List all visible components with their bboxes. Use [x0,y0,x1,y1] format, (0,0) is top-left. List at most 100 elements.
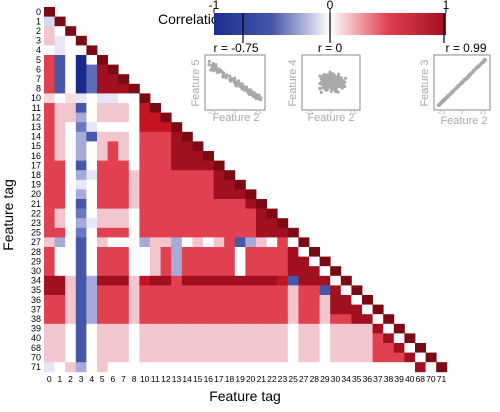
heatmap-cell [287,343,299,353]
heatmap-cell [234,247,246,257]
heatmap-cell [256,208,267,219]
heatmap-cell [160,304,172,315]
heatmap-cell [393,352,405,363]
heatmap-cell [203,333,214,344]
scatter-point [324,79,328,83]
heatmap-cell [224,304,236,315]
heatmap-cell [319,343,331,353]
x-tick-label: 27 [299,374,309,384]
heatmap-cell [86,343,98,353]
heatmap-cell [181,343,193,353]
heatmap-cell [86,122,98,133]
y-tick-label: 27 [31,237,41,247]
heatmap-cell [234,304,246,315]
heatmap-cell [213,179,225,190]
heatmap-cell [54,122,66,133]
heatmap-cell [97,285,108,296]
heatmap-cell [65,45,77,56]
heatmap-cell [256,352,267,363]
heatmap-cell [266,333,278,344]
heatmap-cell [266,247,278,257]
heatmap-cell [75,362,87,373]
heatmap-cell [256,343,267,353]
heatmap-cell [54,275,66,286]
heatmap-cell [44,93,55,104]
heatmap-cell [97,218,108,229]
heatmap-cell [404,362,416,373]
y-tick-label: 36 [31,295,41,305]
heatmap-cell [139,275,151,286]
heatmap-cell [309,323,320,334]
heatmap-cell [150,227,161,238]
heatmap-cell [107,208,119,219]
heatmap-cell [128,131,140,142]
heatmap-cell [86,208,98,219]
heatmap-cell [54,352,66,363]
heatmap-cell [150,151,161,161]
heatmap-cell [372,314,384,325]
heatmap-cell [86,199,98,209]
heatmap-cell [181,151,193,161]
heatmap-cell [298,314,310,325]
heatmap-cell [54,45,66,56]
heatmap-cell [75,93,87,104]
heatmap-cell [256,304,267,315]
heatmap-cell [351,323,363,334]
heatmap-cell [245,362,257,373]
heatmap-cell [86,237,98,248]
heatmap-cell [86,362,98,373]
heatmap-cell [266,295,278,305]
heatmap-cell [65,333,77,344]
heatmap-cell [181,304,193,315]
heatmap-cell [287,285,299,296]
heatmap-cell [192,227,204,238]
y-tick-label: 28 [31,247,41,257]
heatmap-cell [234,285,246,296]
heatmap-cell [287,256,299,267]
heatmap-cell [266,323,278,334]
heatmap-cell [192,151,204,161]
heatmap-cell [203,227,214,238]
diagonal-cell [97,55,108,65]
heatmap-cell [330,362,342,373]
heatmap-cell [97,64,108,75]
heatmap-cell [97,189,108,200]
heatmap-cell [256,314,267,325]
heatmap-cell [256,266,267,277]
heatmap-cell [309,256,320,267]
y-tick-label: 13 [31,122,41,132]
heatmap-cell [192,266,204,277]
y-tick-label: 37 [31,304,41,314]
heatmap-cell [340,304,352,315]
inset-xtick: 2.5 [255,110,262,116]
heatmap-cell [224,275,236,286]
scatter-point [249,91,253,95]
heatmap-cell [65,112,77,123]
heatmap-cell [139,208,151,219]
r-label-pos: r = 0.99 [445,41,486,55]
heatmap-cell [75,55,87,65]
heatmap-cell [65,275,77,286]
heatmap-cell [192,362,204,373]
heatmap-cell [128,227,140,238]
x-tick-label: 17 [214,374,224,384]
heatmap-cell [107,323,119,334]
heatmap-cell [213,295,225,305]
diagonal-cell [75,35,87,46]
heatmap-cell [139,179,151,190]
heatmap-cell [75,103,87,113]
heatmap-cell [362,362,373,373]
heatmap-cell [192,218,204,229]
heatmap-cell [203,179,214,190]
diagonal-cell [54,16,66,27]
inset-xlabel: Feature 2 [212,112,259,124]
x-tick-labels: 0 1 2 3 4 5 6 7 8 10 11 12 13 14 15 16 17 18 19 20 21 22 23 25 2… [47,374,447,384]
diagonal-cell [86,45,98,56]
heatmap-cell [86,314,98,325]
heatmap-cell [118,323,130,334]
y-tick-label: 6 [36,64,41,74]
heatmap-cell [245,227,257,238]
heatmap-cell [86,189,98,200]
heatmap-cell [234,227,246,238]
heatmap-cell [86,112,98,123]
